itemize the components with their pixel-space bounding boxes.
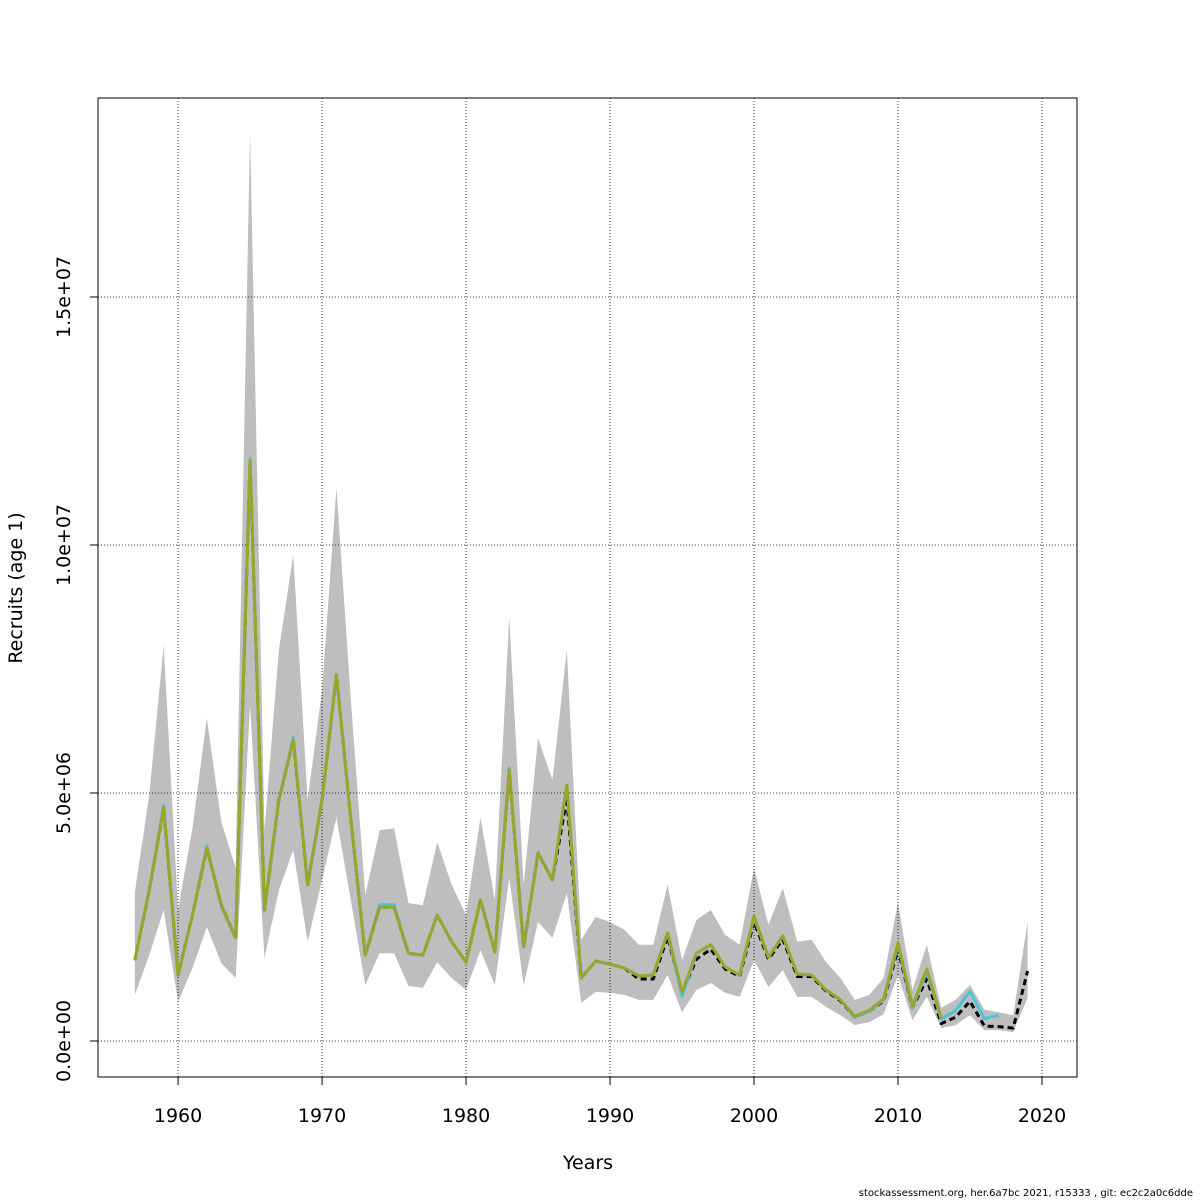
y-tick-label: 5.0e+06 (53, 752, 75, 834)
plot-frame (97, 97, 1078, 1078)
confidence-band (134, 133, 1028, 1033)
footer: stockassessment.org, her.6a7bc 2021, r15… (859, 1188, 1193, 1199)
x-tick-label: 2010 (874, 1105, 922, 1127)
y-tick-label: 0.0e+00 (53, 1000, 75, 1082)
x-tick-label: 1980 (442, 1105, 490, 1127)
y-axis-label: Recruits (age 1) (5, 512, 27, 663)
series-line (133, 459, 943, 1019)
x-tick-label: 1970 (298, 1105, 346, 1127)
x-axis-label: Years (562, 1152, 613, 1174)
x-tick-label: 1960 (154, 1105, 202, 1127)
x-tick-label: 2000 (730, 1105, 778, 1127)
x-tick-label: 1990 (586, 1105, 634, 1127)
y-tick-label: 1.5e+07 (53, 256, 75, 338)
x-tick-label: 2020 (1018, 1105, 1066, 1127)
y-tick-label: 1.0e+07 (53, 504, 75, 586)
